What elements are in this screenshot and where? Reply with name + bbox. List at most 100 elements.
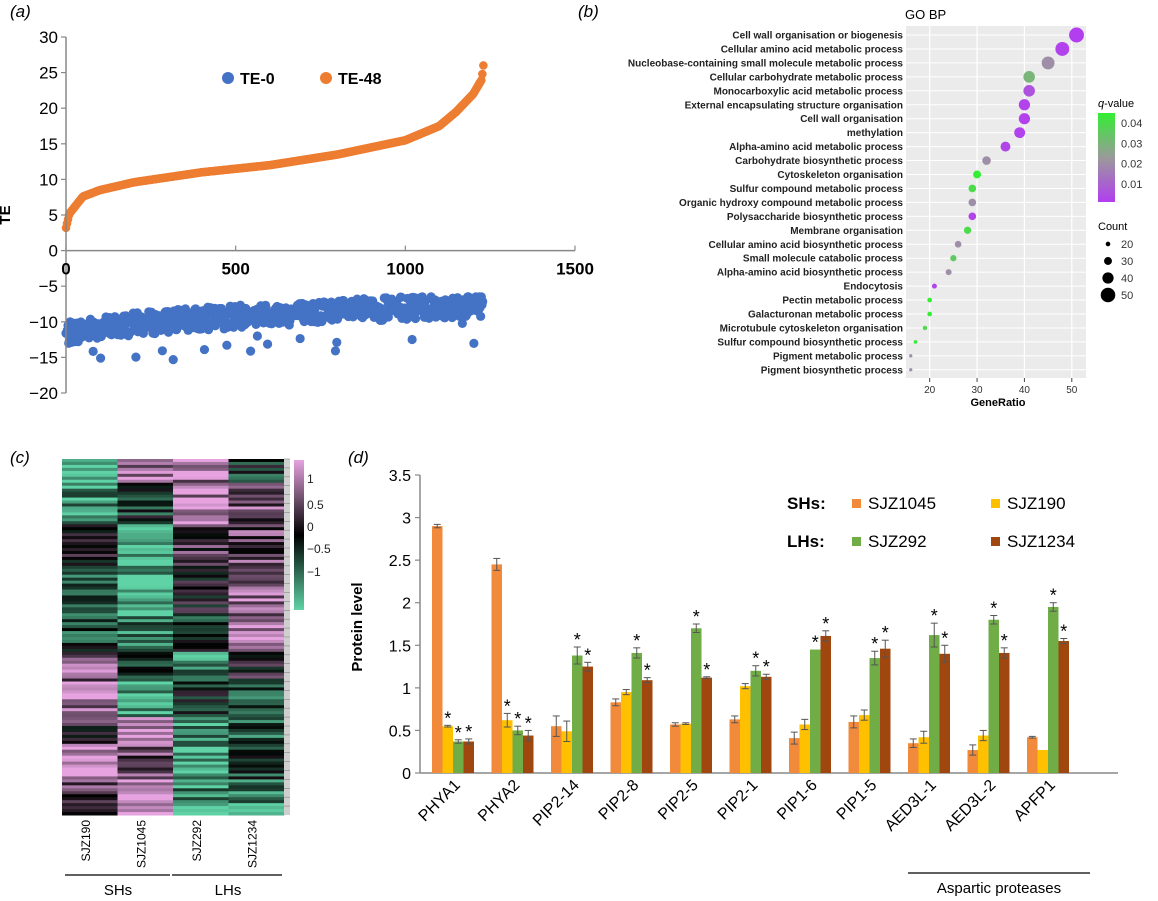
qvalue-tick-label: 0.03 <box>1121 138 1142 150</box>
heatmap-cell <box>228 806 285 810</box>
bar-sjz190 <box>502 720 513 773</box>
heatmap-cell <box>173 714 229 718</box>
heatmap-cell <box>62 559 118 564</box>
heatmap-cell <box>228 556 285 561</box>
heatmap-cell <box>117 518 174 522</box>
heatmap-cell <box>62 488 118 493</box>
count-legend-dot <box>1104 257 1112 265</box>
heatmap-cell <box>117 651 174 656</box>
te0-point <box>168 354 178 365</box>
heatmap-cell <box>62 574 118 579</box>
go-term-label: methylation <box>847 128 903 139</box>
panel-d-bars: ** *** ******** *********** <box>432 523 1069 773</box>
heatmap-cell <box>228 660 285 665</box>
legend-te0-marker <box>222 72 234 84</box>
category-label: PIP2-5 <box>655 777 702 824</box>
heatmap-cell <box>228 743 285 748</box>
heatmap-cell <box>62 702 118 706</box>
heatmap-cell <box>228 595 285 599</box>
go-term-dot <box>968 184 977 193</box>
heatmap-cell <box>117 800 174 804</box>
heatmap-cell <box>173 545 229 549</box>
heatmap-cell <box>117 610 174 614</box>
heatmap-cell <box>117 711 174 715</box>
heatmap-cell <box>117 776 174 780</box>
panel-b-xtick-label: 30 <box>971 385 983 396</box>
heatmap-cell <box>173 607 229 611</box>
te0-point <box>251 319 261 330</box>
heatmap-cell <box>62 473 118 478</box>
panel-b-terms: Cell wall organisation or biogenesis Cell… <box>628 31 904 377</box>
heatmap-cell <box>228 500 285 504</box>
significance-star: * <box>871 634 878 654</box>
bar-sjz292 <box>750 670 761 773</box>
te0-point <box>96 353 106 363</box>
heatmap-cell <box>117 553 174 558</box>
heatmap-cell <box>117 515 174 519</box>
heatmap-cell <box>228 485 285 490</box>
heatmap-cell <box>173 648 229 653</box>
heatmap-cell <box>62 642 118 647</box>
heatmap-cell <box>117 631 174 635</box>
heatmap-cell <box>117 740 174 745</box>
heatmap-cell <box>62 485 118 490</box>
significance-star: * <box>644 661 651 681</box>
te0-point <box>478 296 488 307</box>
go-term-label: Cytoskeleton organisation <box>777 170 903 181</box>
heatmap-cell <box>62 690 118 694</box>
significance-star: * <box>633 631 640 651</box>
heatmap-cell <box>117 583 174 588</box>
heatmap-cell <box>173 645 229 650</box>
heatmap-cell <box>228 515 285 519</box>
heatmap-cell <box>117 806 174 810</box>
heatmap-cell <box>228 476 285 481</box>
heatmap-cell <box>173 530 229 534</box>
heatmap-cell <box>173 654 229 659</box>
heatmap-cell <box>228 800 285 804</box>
heatmap-cell <box>228 479 285 484</box>
heatmap-cell <box>62 800 118 804</box>
heatmap-cell <box>173 610 229 614</box>
panel-a-ytick-label: 25 <box>39 64 58 83</box>
heatmap-cell <box>117 714 174 718</box>
heatmap-cell <box>117 797 174 801</box>
heatmap-cell <box>117 666 174 671</box>
heatmap-cell <box>173 791 229 795</box>
significance-star: * <box>763 657 770 677</box>
bar-sjz1045 <box>729 719 740 773</box>
qvalue-colorbar <box>1098 113 1115 202</box>
bar-sjz1045 <box>610 702 621 773</box>
heatmap-cell <box>62 806 118 810</box>
heatmap-cell <box>62 506 118 510</box>
heatmap-cell <box>117 556 174 561</box>
panel-a-ytick-label: −10 <box>29 313 58 332</box>
go-term-label: Small molecule catabolic process <box>743 254 904 265</box>
panel-a-ytick-label: −20 <box>29 384 58 403</box>
significance-star: * <box>465 722 472 742</box>
te0-point <box>330 346 341 356</box>
heatmap-cell <box>173 592 229 596</box>
heatmap-cell <box>62 812 118 816</box>
heatmap-cell <box>228 764 285 769</box>
heatmap-cell <box>62 613 118 617</box>
legend-lhs-group: LHs: <box>787 532 825 551</box>
bar-sjz1045 <box>789 738 800 773</box>
heatmap-cell <box>117 737 174 742</box>
heatmap-cell <box>173 509 229 513</box>
category-label: PIP2-1 <box>715 777 762 824</box>
go-term-label: Organic hydroxy compound metabolic proce… <box>679 198 903 209</box>
heatmap-cell <box>228 539 285 543</box>
te0-point <box>157 346 167 356</box>
heatmap-cell <box>117 622 174 626</box>
heatmap-cell <box>117 749 174 754</box>
heatmap-cell <box>173 743 229 748</box>
heatmap-cell <box>173 479 229 484</box>
heatmap-cell <box>228 752 285 757</box>
panel-b-xlabel: GeneRatio <box>970 397 1025 409</box>
heatmap-cell <box>173 616 229 620</box>
heatmap-cell <box>62 533 118 537</box>
heatmap-cell <box>173 574 229 579</box>
heatmap-cell <box>228 559 285 564</box>
heatmap-cell <box>173 476 229 481</box>
heatmap-cell <box>117 592 174 596</box>
